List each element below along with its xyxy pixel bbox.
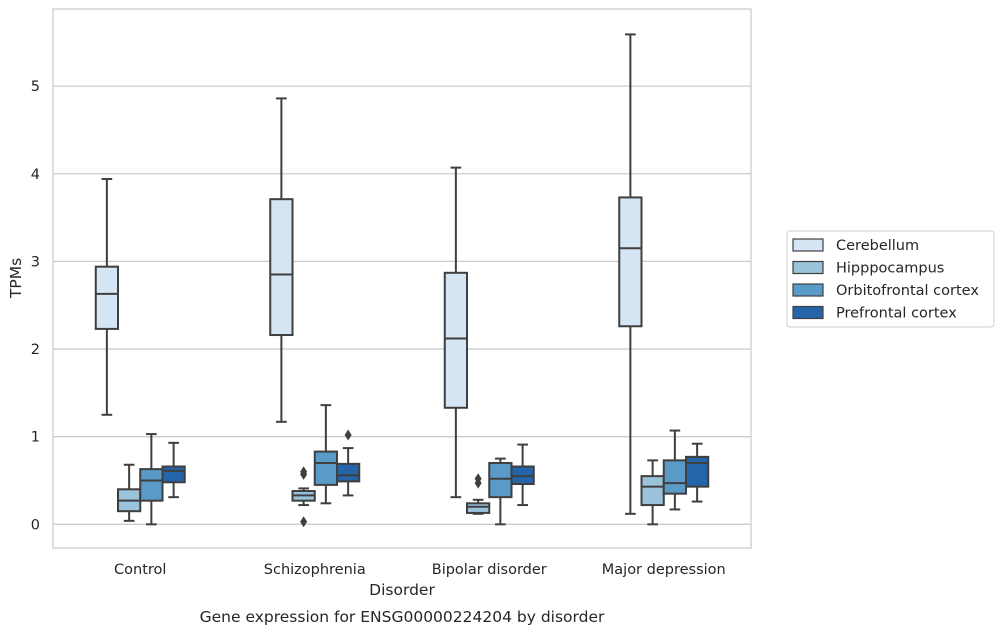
box-iqr [466,502,491,514]
x-axis-title: Disorder [369,581,435,599]
gridlines [53,85,751,525]
box [684,442,710,503]
box-iqr [488,461,513,499]
x-tick-label: Control [114,562,166,578]
outlier-point [344,429,352,441]
box [466,473,491,515]
legend-label: Orbitofrontal cortex [836,283,979,299]
box-iqr [684,455,710,488]
box [640,459,665,526]
y-tick-label: 4 [31,167,40,183]
legend-frame [786,230,995,328]
y-tick-label: 5 [31,79,40,95]
chart-title: Gene expression for ENSG00000224204 by d… [200,608,605,626]
box [117,463,142,522]
box-iqr [139,468,164,502]
legend-label: Hipppocampus [836,261,944,277]
box-iqr [640,475,665,507]
box-iqr [335,462,361,483]
x-tick-label: Schizophrenia [264,562,366,578]
y-tick-label: 0 [31,517,40,533]
x-axis-ticks: Control Schizophrenia Bipolar disorder Majo… [114,562,726,578]
box [269,97,294,423]
y-tick-label: 1 [31,430,40,446]
legend-swatch [792,260,824,275]
box [161,441,186,499]
series-hipppocampus [117,459,665,528]
outlier-point [474,473,482,485]
box [139,433,164,526]
box-series [94,33,710,528]
legend-swatch [792,283,824,297]
legend-label: Prefrontal cortex [836,306,957,322]
box [313,404,338,505]
box-iqr [161,465,186,484]
box-iqr [618,196,643,328]
box-iqr [94,265,120,330]
y-tick-label: 2 [31,342,40,358]
box [94,178,120,416]
legend: Cerebellum Hipppocampus Orbitofrontal cort… [786,230,995,328]
legend-swatch [792,305,824,320]
box-iqr [443,271,469,409]
box [488,457,513,526]
legend-label: Cerebellum [836,238,919,254]
series-prefrontal-cortex [161,429,710,507]
y-axis-title: TPMs [7,258,25,299]
y-axis-ticks: 0 1 2 3 4 5 [31,79,40,533]
box [443,166,469,499]
box-iqr [662,459,687,495]
outlier-point [300,466,308,478]
x-tick-label: Bipolar disorder [432,562,547,578]
series-orbitofrontal-cortex [139,404,687,526]
y-tick-label: 3 [31,254,40,270]
outlier-point [300,516,308,528]
x-tick-label: Major depression [602,562,726,578]
box [510,443,535,507]
box [618,33,643,515]
box [291,466,316,528]
box-iqr [269,198,294,337]
box-iqr [313,450,338,486]
box [662,429,687,511]
series-cerebellum [94,33,643,515]
legend-swatch [792,238,824,252]
box [335,429,361,497]
plot-area-frame [52,8,752,549]
